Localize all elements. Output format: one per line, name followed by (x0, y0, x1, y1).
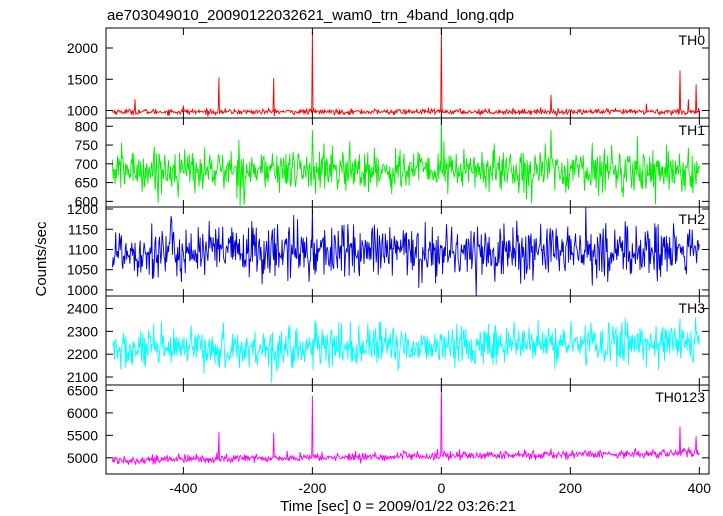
panel-th2: 1000 1050 1100 1150 1200 TH2 (67, 201, 710, 298)
panel-th3: 2100 2200 2300 2400 TH3 (67, 295, 710, 386)
y-tick-label: 2200 (67, 346, 98, 362)
y-tick-label: 800 (75, 118, 99, 134)
panel-th0: 1000 1500 2000 TH0 (67, 27, 710, 119)
y-tick-label: 1000 (67, 103, 98, 119)
panel-th1: 600 650 700 750 800 TH1 (75, 117, 710, 209)
panel-frame (105, 384, 710, 475)
series-line-th2 (111, 206, 700, 297)
y-tick-label: 6500 (67, 382, 98, 398)
series-line-th0123 (111, 384, 700, 466)
y-tick-label: 750 (75, 137, 99, 153)
y-tick-label: 1150 (68, 221, 98, 237)
y-tick-label: 2300 (67, 323, 98, 339)
y-tick-label: 2000 (67, 40, 98, 56)
x-tick-label: -200 (298, 480, 326, 496)
panel-label: TH3 (679, 300, 706, 316)
y-tick-label: 5000 (67, 450, 98, 466)
x-tick-label: 0 (437, 480, 445, 496)
y-tick-label: 700 (75, 156, 99, 172)
y-tick-label: 1100 (68, 241, 98, 257)
y-tick-label: 1500 (67, 71, 98, 87)
x-tick-label: 400 (688, 480, 712, 496)
panel-label: TH2 (679, 211, 706, 227)
panel-label: TH0123 (655, 389, 705, 405)
panel-frame (105, 27, 710, 119)
panel-label: TH0 (679, 32, 706, 48)
series-line-th0 (112, 28, 700, 118)
y-tick-label: 650 (75, 175, 99, 191)
x-tick-label: 200 (559, 480, 583, 496)
y-tick-label: 2100 (67, 369, 98, 385)
y-tick-label: 1200 (67, 201, 98, 217)
y-tick-label: 1000 (67, 282, 98, 298)
y-tick-label: 1050 (67, 262, 98, 278)
y-tick-label: 5500 (67, 427, 98, 443)
panel-th0123: 5000 5500 6000 6500 TH0123 (67, 382, 710, 475)
figure-title: ae703049010_20090122032621_wam0_trn_4ban… (107, 7, 514, 24)
series-line-th1 (111, 117, 700, 207)
y-tick-label: 6000 (67, 405, 98, 421)
x-tick-label: -400 (169, 480, 197, 496)
y-axis-label: Counts/sec (33, 221, 50, 297)
x-axis-label: Time [sec] 0 = 2009/01/22 03:26:21 (280, 498, 516, 515)
series-line-th3 (112, 317, 700, 383)
y-tick-label: 2400 (67, 301, 98, 317)
y-tick-label: 600 (75, 193, 99, 209)
panel-label: TH1 (679, 122, 706, 138)
